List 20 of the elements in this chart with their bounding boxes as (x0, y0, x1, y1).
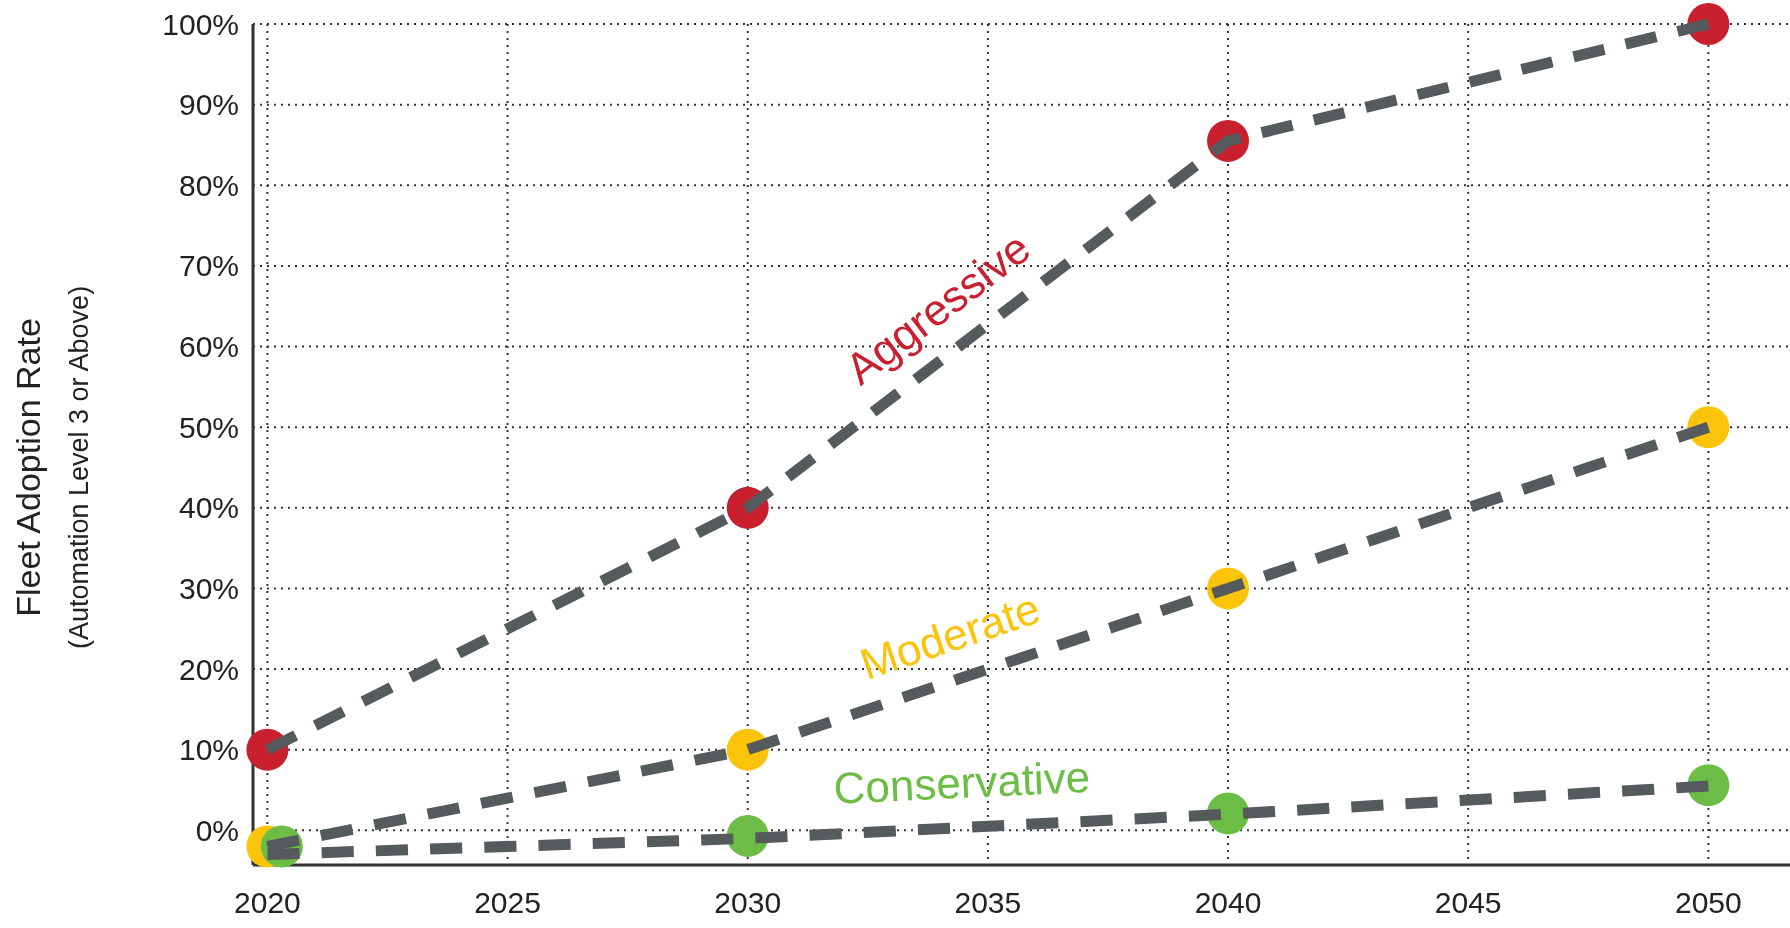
x-tick-label: 2020 (234, 886, 301, 919)
y-tick-label: 10% (178, 733, 239, 767)
y-tick-label: 50% (178, 410, 239, 444)
x-tick-label: 2050 (1674, 886, 1742, 919)
x-tick-label: 2030 (714, 886, 782, 919)
y-tick-label: 100% (162, 7, 239, 41)
y-tick-label: 90% (178, 88, 239, 122)
y-tick-label: 40% (178, 491, 239, 525)
y-tick-label: 30% (178, 571, 239, 605)
y-tick-label: 70% (178, 249, 239, 283)
x-tick-label: 2040 (1194, 886, 1262, 919)
series-label: Conservative (832, 751, 1092, 813)
x-tick-label: 2025 (474, 886, 541, 919)
x-tick-label: 2035 (954, 886, 1022, 919)
y-tick-label: 80% (178, 168, 239, 202)
x-tick-label: 2045 (1434, 886, 1502, 919)
y-axis-title: Fleet Adoption Rate (Automation Level 3 or Above) (9, 285, 94, 650)
y-tick-label: 0% (195, 813, 239, 847)
y-tick-label: 20% (178, 652, 239, 686)
y-tick-label: 60% (178, 330, 239, 364)
